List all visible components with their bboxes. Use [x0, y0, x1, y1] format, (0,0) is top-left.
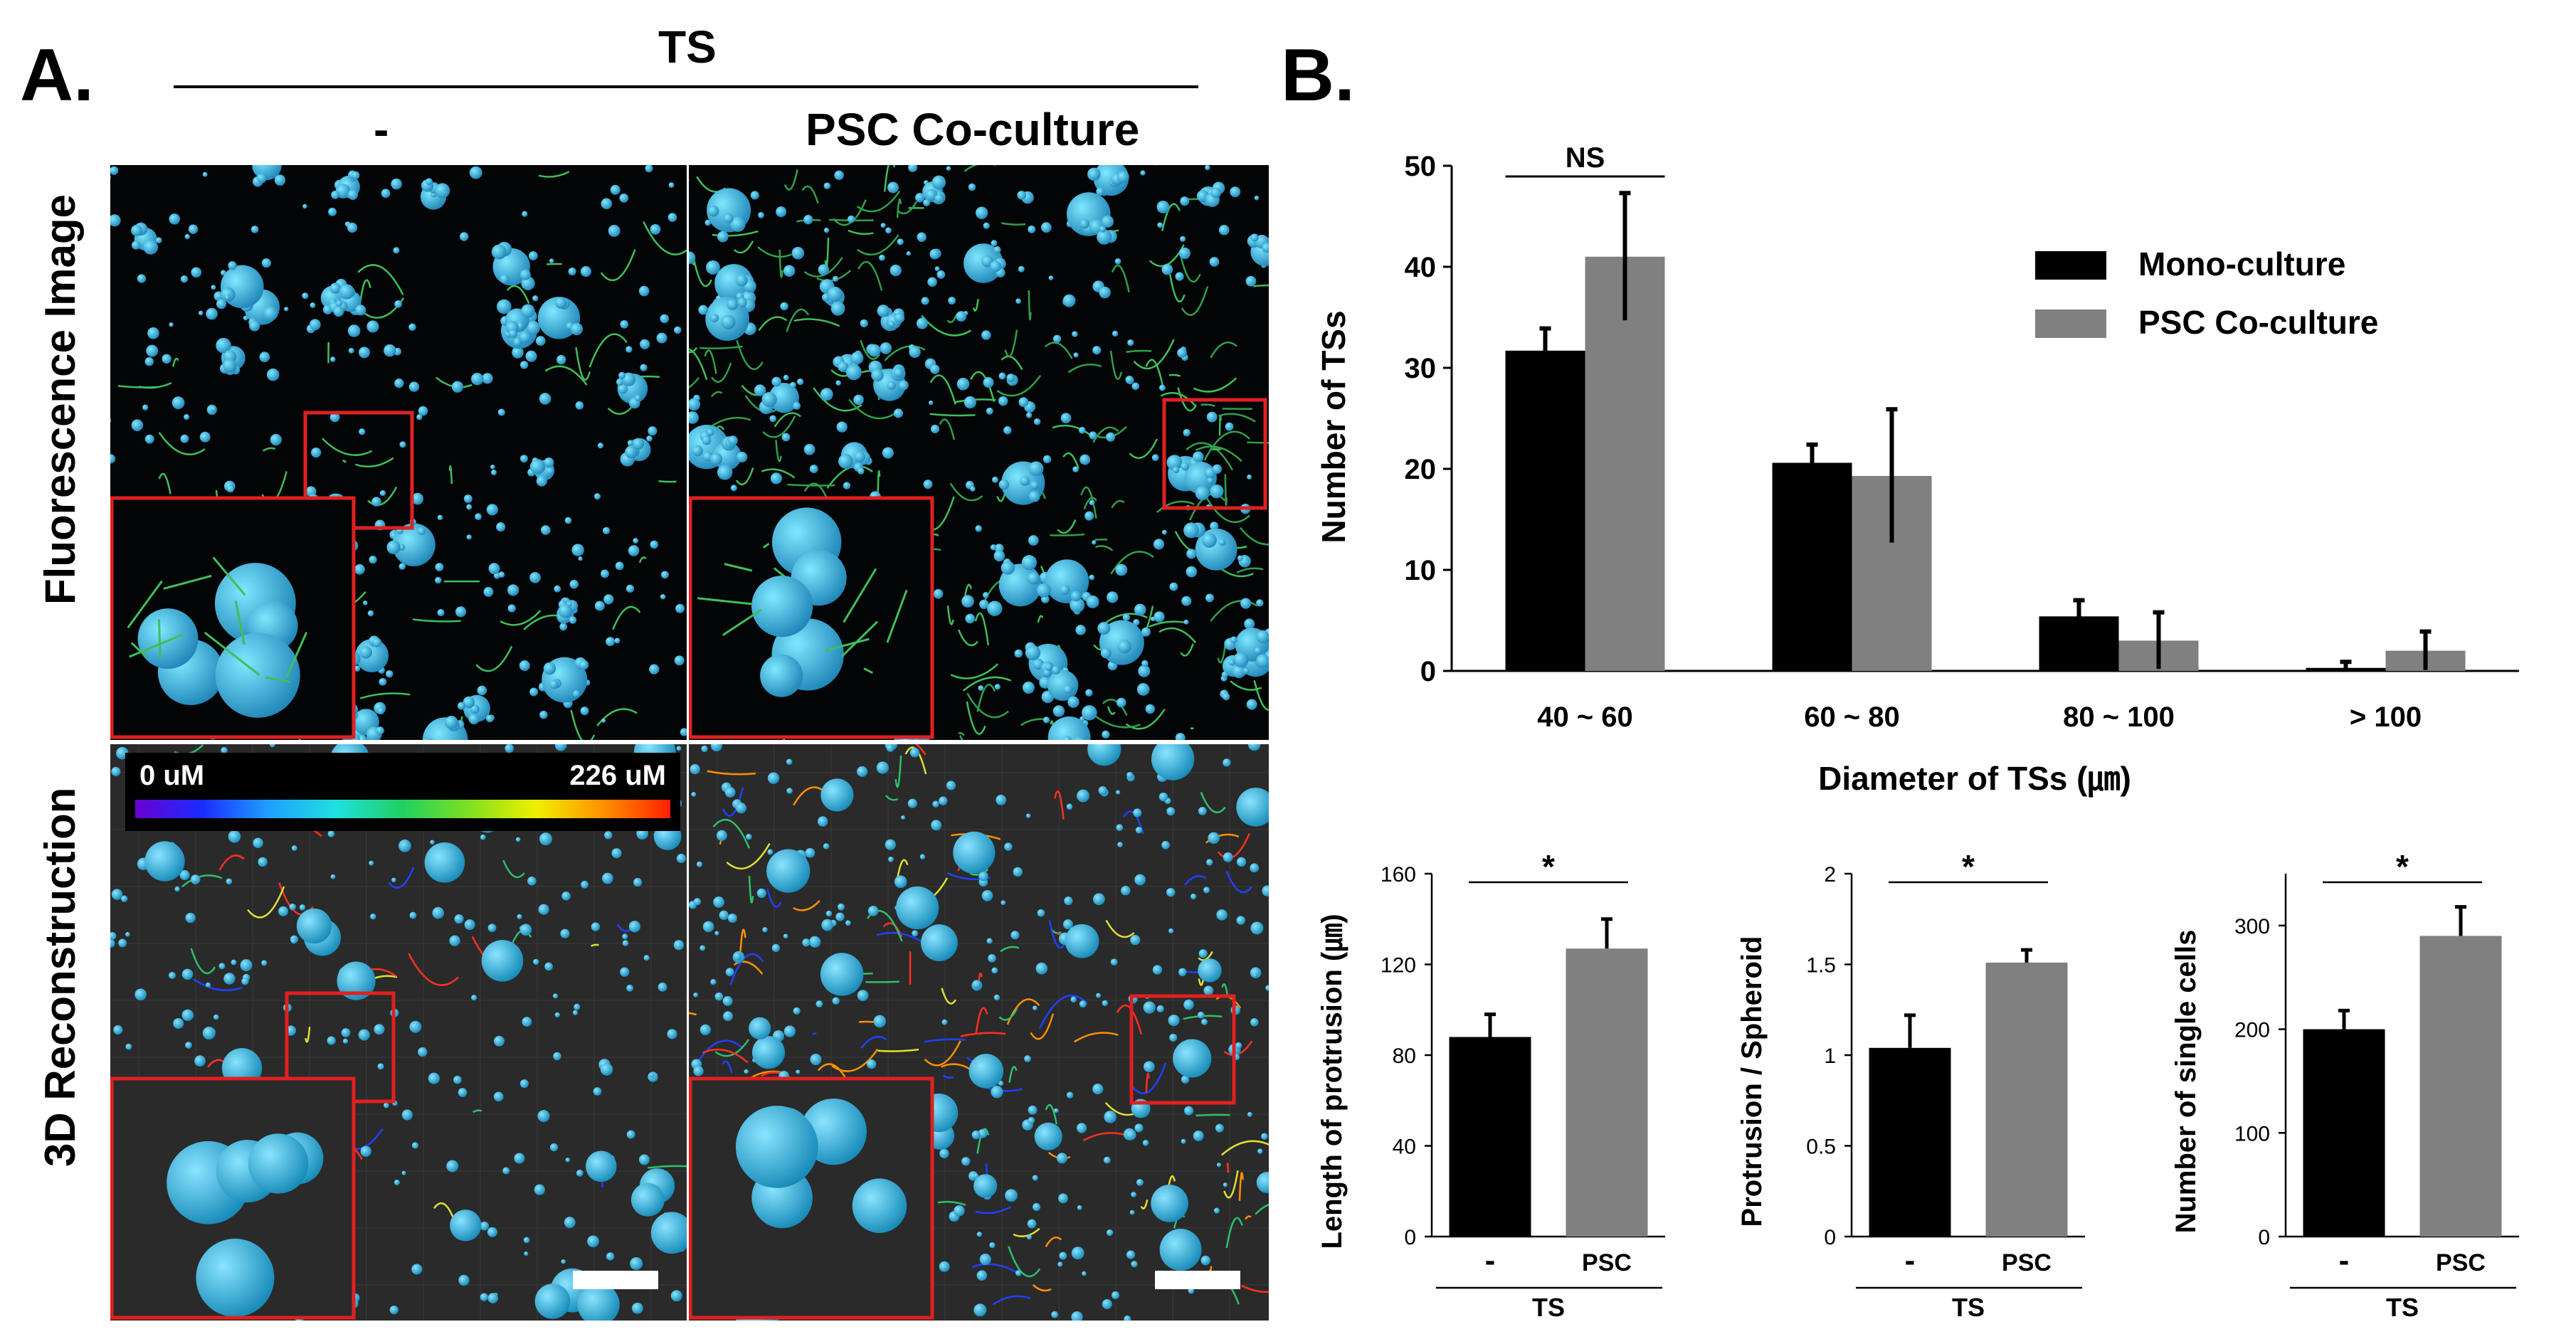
bar-psc: [1566, 948, 1648, 1237]
main-x-tick-label: 60 ~ 80: [1804, 702, 1900, 733]
y-tick-label: 2: [1824, 863, 1836, 887]
bar-mono: [1449, 1037, 1531, 1237]
micrograph-drawing: [110, 165, 687, 740]
legend: Mono-culture PSC Co-culture: [2035, 245, 2378, 341]
main-y-tick-label: 50: [1405, 151, 1437, 182]
y-tick-label: 0: [1824, 1226, 1836, 1249]
protrusion-length-chart: Length of protrusion (㎛) 0 40 80 120 160 - PSC…: [1316, 848, 1665, 1322]
micrograph-drawing: [689, 165, 1269, 740]
colorbar-gradient: [135, 800, 670, 818]
bar-mono: [1869, 1047, 1951, 1237]
zoom-inset: [110, 1076, 356, 1320]
bar-mono: [2303, 1029, 2385, 1237]
y-tick-label: 40: [1393, 1136, 1416, 1159]
legend-label-mono: Mono-culture: [2138, 245, 2345, 282]
bar-psc: [2419, 936, 2502, 1237]
main-y-axis-label: Number of TSs: [1315, 310, 1352, 543]
x-tick-label: PSC: [2436, 1249, 2486, 1276]
ts-group-line: [174, 85, 1198, 88]
y-tick-label: 0: [1404, 1226, 1416, 1249]
fluorescence-image-psc: [689, 165, 1269, 740]
panel-b-label: B.: [1281, 34, 1355, 117]
y-tick-label: 120: [1381, 954, 1416, 978]
main-y-tick-label: 0: [1420, 656, 1436, 687]
zoom-inset: [689, 496, 934, 739]
scale-bar: [1155, 1271, 1240, 1289]
diameter-bar-chart: Number of TSs Diameter of TSs (㎛) 0 10 20 3…: [1315, 142, 2519, 798]
zoom-region-box: [1162, 398, 1267, 510]
y-tick-label: 1: [1824, 1044, 1836, 1068]
ts-group-header: TS: [658, 21, 717, 73]
x-tick-label: PSC: [2002, 1249, 2052, 1276]
colorbar-min-label: 0 uM: [139, 760, 205, 791]
zoom-inset: [689, 1076, 934, 1320]
significance-annotation: *: [2396, 848, 2409, 885]
significance-annotation: *: [1962, 848, 1975, 885]
group-label: TS: [2386, 1293, 2419, 1322]
x-tick-label: -: [2339, 1243, 2350, 1278]
significance-annotation: *: [1542, 848, 1555, 885]
micrograph-drawing: [689, 744, 1269, 1321]
main-y-tick-label: 40: [1405, 252, 1437, 283]
main-y-tick-label: 10: [1405, 555, 1437, 586]
y-tick-label: 0: [2258, 1226, 2270, 1249]
main-x-tick-label: 40 ~ 60: [1537, 702, 1633, 733]
col-header-psc: PSC Co-culture: [806, 104, 1140, 155]
y-tick-label: 80: [1393, 1044, 1416, 1068]
protrusion-per-spheroid-y-label: Protrusion / Spheroid: [1736, 936, 1768, 1227]
colorbar: 0 uM 226 uM: [125, 753, 680, 831]
main-x-tick-label: > 100: [2350, 702, 2422, 733]
y-tick-label: 1.5: [1806, 954, 1836, 978]
bar-mono: [1772, 462, 1852, 671]
legend-swatch-mono: [2035, 251, 2106, 280]
zoom-region-box: [1129, 994, 1236, 1105]
x-tick-label: -: [1905, 1243, 1916, 1278]
main-y-tick-label: 30: [1405, 353, 1437, 384]
single-cells-y-label: Number of single cells: [2170, 930, 2202, 1234]
y-tick-label: 100: [2234, 1122, 2270, 1145]
protrusion-per-spheroid-chart: Protrusion / Spheroid 0 0.5 1 1.5 2 - PSC TS *: [1736, 848, 2085, 1322]
scale-bar: [573, 1271, 658, 1289]
y-tick-label: 160: [1381, 863, 1416, 887]
bar-psc: [1585, 256, 1665, 671]
x-tick-label: PSC: [1582, 1249, 1632, 1276]
y-tick-label: 0.5: [1806, 1136, 1836, 1159]
group-label: TS: [1952, 1293, 1985, 1322]
y-tick-label: 300: [2234, 915, 2270, 938]
micrograph-drawing: [110, 744, 687, 1321]
panel-a-label: A.: [20, 34, 94, 117]
zoom-inset: [110, 496, 356, 739]
ns-annotation: NS: [1566, 142, 1605, 174]
fluorescence-image-mono: [110, 165, 687, 740]
col-header-mono: -: [374, 104, 389, 155]
bar-mono: [1505, 350, 1585, 671]
y-tick-label: 200: [2234, 1019, 2270, 1042]
zoom-region-box: [303, 411, 414, 530]
protrusion-length-y-label: Length of protrusion (㎛): [1316, 914, 1348, 1249]
colorbar-max-label: 226 uM: [569, 760, 666, 791]
bar-psc: [1985, 962, 2068, 1237]
row-label-3d: 3D Reconstruction: [36, 787, 84, 1167]
legend-swatch-psc: [2035, 309, 2106, 338]
reconstruction-image-mono: [110, 744, 687, 1321]
reconstruction-image-psc: [689, 744, 1269, 1321]
group-label: TS: [1532, 1293, 1565, 1322]
main-x-tick-label: 80 ~ 100: [2063, 702, 2175, 733]
main-y-tick-label: 20: [1405, 454, 1437, 485]
single-cells-chart: Number of single cells 0 100 200 300 - PSC TS *: [2170, 848, 2519, 1322]
x-tick-label: -: [1485, 1243, 1496, 1278]
row-label-fluorescence: Fluorescence Image: [36, 194, 84, 605]
main-x-axis-label: Diameter of TSs (㎛): [1818, 760, 2131, 798]
legend-label-psc: PSC Co-culture: [2138, 304, 2378, 341]
